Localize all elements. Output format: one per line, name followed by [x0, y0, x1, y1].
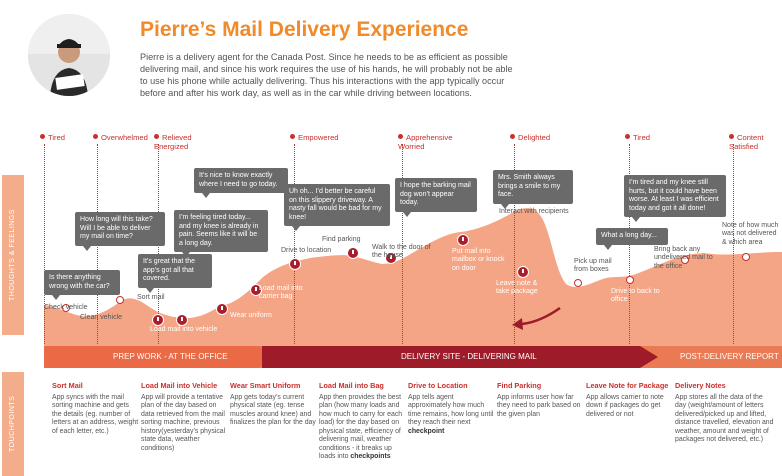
- mood-line: [44, 144, 45, 344]
- mood-dot-icon: [729, 134, 734, 139]
- step-label: Leave note & take package: [496, 280, 538, 296]
- touchpoint-load-vehicle: Load Mail into Vehicle App will provide a…: [141, 381, 226, 452]
- intro-paragraph: Pierre is a delivery agent for the Canad…: [140, 52, 513, 98]
- step-label: Drive to back to office: [611, 288, 660, 304]
- step-label: Sort mail: [137, 294, 165, 301]
- touchpoint-find-parking: Find Parking App informs user how far the…: [497, 381, 581, 418]
- thought-bubble: What a long day...: [596, 228, 668, 250]
- mood-label: Tired: [625, 133, 650, 142]
- step-label: Walk to the door of the house: [372, 244, 431, 260]
- mood-dot-icon: [290, 134, 295, 139]
- mood-label: Tired: [40, 133, 65, 142]
- touchpoint-sort-mail: Sort Mail App syncs with the mail sorting…: [52, 381, 139, 435]
- pin-icon: [176, 314, 188, 326]
- step-label: Drive to location: [281, 247, 332, 254]
- pin-icon: [289, 258, 301, 270]
- step-label: Check vehicle: [44, 304, 88, 311]
- mood-label: Delighted: [510, 133, 550, 142]
- step-dot-icon: [742, 253, 750, 261]
- mood-dot-icon: [93, 134, 98, 139]
- pin-icon: [347, 247, 359, 259]
- step-label: Bring back any undelivered mail to the o…: [654, 246, 713, 270]
- step-label: Put mail into mailbox or knock on door: [452, 248, 505, 272]
- thought-bubble: Is there anything wrong with the car?: [44, 270, 120, 301]
- step-label: Find parking: [322, 236, 361, 243]
- step-dot-icon: [574, 279, 582, 287]
- step-label: Interact with recipients: [499, 208, 569, 215]
- mood-dot-icon: [40, 134, 45, 139]
- touchpoint-drive-location: Drive to Location App tells agent approxi…: [408, 381, 494, 435]
- step-dot-icon: [62, 304, 70, 312]
- touchpoint-leave-note: Leave Note for Package App allows carrier…: [586, 381, 669, 418]
- step-label: Pick up mail from boxes: [574, 258, 612, 274]
- step-label: Load mail into carrier bag: [259, 285, 303, 301]
- mood-line: [402, 144, 403, 344]
- mood-label: Apprehensive Worried: [398, 133, 453, 151]
- mood-dot-icon: [154, 134, 159, 139]
- step-label: Wear uniform: [230, 312, 272, 319]
- pin-icon: [250, 284, 262, 296]
- step-dot-icon: [626, 276, 634, 284]
- thought-bubble: I’m tired and my knee still hurts, but i…: [624, 175, 726, 223]
- phase-label: DELIVERY SITE - DELIVERING MAIL: [401, 352, 537, 361]
- mood-line: [514, 144, 515, 344]
- touchpoint-smart-uniform: Wear Smart Uniform App gets today’s curre…: [230, 381, 316, 426]
- mood-label: Relieved Energized: [154, 133, 192, 151]
- thought-bubble: Mrs. Smith always brings a smile to my f…: [493, 170, 573, 209]
- thought-bubble: I’m feeling tired today... and my knee i…: [174, 210, 268, 258]
- pin-icon: [152, 314, 164, 326]
- thought-bubble: It’s nice to know exactly where I need t…: [194, 168, 288, 199]
- pin-icon: [457, 234, 469, 246]
- phase-label: PREP WORK - AT THE OFFICE: [113, 352, 228, 361]
- mood-label: Content Satisfied: [729, 133, 764, 151]
- page-title: Pierre’s Mail Delivery Experience: [140, 18, 469, 41]
- step-label: Clean vehicle: [80, 314, 123, 321]
- step-dot-icon: [681, 256, 689, 264]
- mood-dot-icon: [510, 134, 515, 139]
- avatar: [28, 14, 110, 96]
- step-label: Load mail into vehicle: [150, 326, 218, 333]
- pin-icon: [517, 266, 529, 278]
- thought-bubble: I hope the barking mail dog won’t appear…: [395, 178, 477, 217]
- mood-line: [294, 144, 295, 344]
- phase-label: POST-DELIVERY REPORT: [680, 352, 779, 361]
- thought-bubble: It’s great that the app’s got all that c…: [138, 254, 212, 293]
- touchpoint-load-bag: Load Mail into Bag App then provides the …: [319, 381, 403, 460]
- thought-bubble: How long will this take? Will I be able …: [75, 212, 165, 251]
- thought-bubble: Uh oh... I’d better be careful on this s…: [284, 184, 390, 232]
- mood-dot-icon: [625, 134, 630, 139]
- step-label: Note of how much was not delivered & whi…: [722, 222, 779, 246]
- pin-icon: [385, 252, 397, 264]
- mood-line: [733, 144, 734, 344]
- step-dot-icon: [116, 296, 124, 304]
- pin-icon: [216, 303, 228, 315]
- touchpoint-delivery-notes: Delivery Notes App stores all the data of…: [675, 381, 774, 443]
- mood-label: Overwhelmed: [93, 133, 148, 142]
- mood-dot-icon: [398, 134, 403, 139]
- mood-label: Empowered: [290, 133, 339, 142]
